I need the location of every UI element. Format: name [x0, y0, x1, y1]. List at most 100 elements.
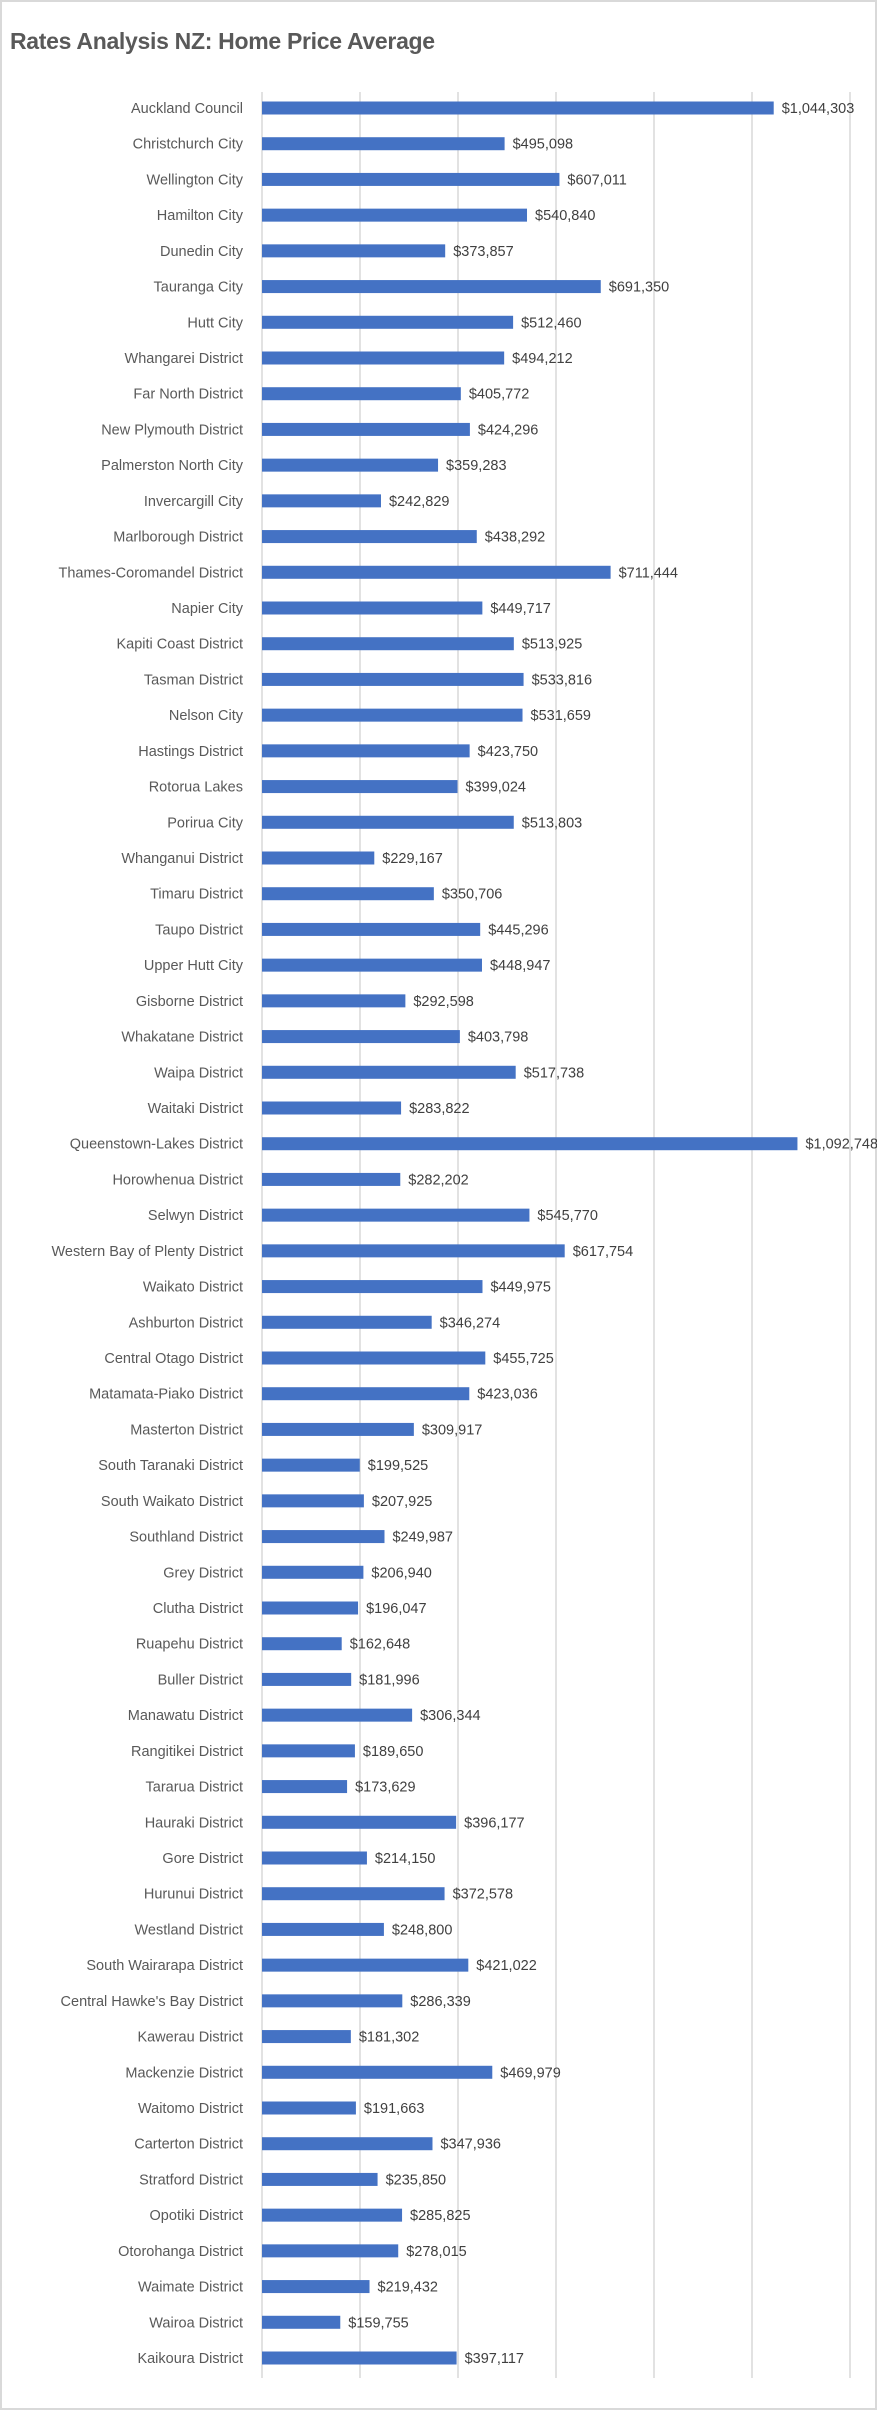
data-label: $196,047 — [366, 1601, 426, 1617]
bar — [262, 137, 505, 151]
data-label: $617,754 — [573, 1244, 633, 1260]
data-label: $517,738 — [524, 1065, 584, 1081]
bar — [262, 2137, 433, 2151]
category-label: Tasman District — [144, 672, 243, 688]
bar — [262, 1887, 445, 1901]
bar — [262, 672, 524, 686]
category-labels: Auckland Council Christchurch City Welling… — [51, 101, 243, 2367]
category-label: Rangitikei District — [131, 1744, 243, 1760]
category-label: Porirua City — [167, 815, 243, 831]
data-label: $283,822 — [409, 1101, 469, 1117]
bar — [262, 422, 470, 436]
bar — [262, 101, 774, 115]
category-label: South Wairarapa District — [86, 1958, 243, 1974]
category-label: Gore District — [162, 1851, 243, 1867]
data-label: $445,296 — [488, 922, 548, 938]
data-label: $711,444 — [619, 565, 678, 581]
bar — [262, 280, 601, 294]
bar — [262, 315, 514, 329]
bar — [262, 1672, 352, 1686]
data-label: $286,339 — [410, 1994, 470, 2010]
bar — [262, 1172, 401, 1186]
data-label: $405,772 — [469, 387, 529, 403]
bar — [262, 887, 434, 901]
data-label: $424,296 — [478, 422, 538, 438]
category-label: Buller District — [158, 1672, 243, 1688]
data-label: $396,177 — [464, 1815, 524, 1831]
category-label: Whakatane District — [121, 1030, 243, 1046]
bar — [262, 494, 381, 508]
data-label: $181,302 — [359, 2030, 419, 2046]
category-label: Hamilton City — [157, 208, 244, 224]
category-label: Upper Hutt City — [144, 958, 244, 974]
bar — [262, 2315, 341, 2329]
data-label: $533,816 — [532, 672, 592, 688]
bar — [262, 1637, 342, 1651]
data-labels: $1,044,303 $495,098 $607,011 $540,840 $373,8… — [348, 101, 877, 2367]
category-label: Horowhenua District — [112, 1172, 243, 1188]
category-label: Central Otago District — [104, 1351, 243, 1367]
bar — [262, 1315, 432, 1329]
bar — [262, 1244, 565, 1258]
bar — [262, 922, 481, 936]
category-label: Waitaki District — [148, 1101, 243, 1117]
data-label: $181,996 — [359, 1672, 419, 1688]
category-label: Matamata-Piako District — [89, 1387, 243, 1403]
data-label: $359,283 — [446, 458, 506, 474]
category-label: Kawerau District — [137, 2030, 243, 2046]
bar — [262, 1351, 486, 1365]
data-label: $469,979 — [500, 2065, 560, 2081]
category-label: Ruapehu District — [136, 1637, 243, 1653]
bar — [262, 1708, 413, 1722]
data-label: $423,036 — [477, 1387, 537, 1403]
data-label: $494,212 — [512, 351, 572, 367]
bar — [262, 1958, 469, 1972]
bar — [262, 601, 483, 615]
category-label: Masterton District — [130, 1422, 243, 1438]
data-label: $1,044,303 — [782, 101, 855, 117]
data-label: $531,659 — [531, 708, 591, 724]
bar — [262, 1030, 460, 1044]
bar — [262, 1065, 516, 1079]
bar — [262, 2172, 378, 2186]
data-label: $207,925 — [372, 1494, 432, 1510]
category-label: Western Bay of Plenty District — [51, 1244, 243, 1260]
data-label: $1,092,748 — [805, 1137, 877, 1153]
data-label: $372,578 — [453, 1887, 513, 1903]
bar — [262, 1387, 470, 1401]
data-label: $191,663 — [364, 2101, 424, 2117]
data-label: $219,432 — [378, 2280, 438, 2296]
category-label: Invercargill City — [144, 494, 244, 510]
bar — [262, 172, 560, 186]
bar — [262, 2065, 493, 2079]
category-label: Queenstown-Lakes District — [70, 1137, 243, 1153]
data-label: $173,629 — [355, 1780, 415, 1796]
bar — [262, 387, 461, 401]
category-label: Grey District — [163, 1565, 243, 1581]
bar — [262, 1851, 367, 1865]
data-label: $449,717 — [490, 601, 550, 617]
bar — [262, 1458, 360, 1472]
category-label: Timaru District — [150, 887, 243, 903]
category-label: Gisborne District — [136, 994, 243, 1010]
category-label: Westland District — [134, 1922, 243, 1938]
bar — [262, 2208, 403, 2222]
bar — [262, 637, 514, 651]
category-label: South Waikato District — [101, 1494, 243, 1510]
bar — [262, 208, 528, 222]
data-label: $438,292 — [485, 530, 545, 546]
category-label: Hastings District — [138, 744, 243, 760]
category-label: Selwyn District — [148, 1208, 243, 1224]
bar — [262, 2244, 399, 2258]
category-label: Mackenzie District — [125, 2065, 243, 2081]
data-label: $162,648 — [350, 1637, 410, 1653]
category-label: Auckland Council — [131, 101, 243, 117]
data-label: $249,987 — [392, 1530, 452, 1546]
bar — [262, 1494, 364, 1508]
category-label: Far North District — [133, 387, 243, 403]
data-label: $292,598 — [413, 994, 473, 1010]
bar — [262, 2030, 351, 2044]
bar — [262, 1422, 414, 1436]
